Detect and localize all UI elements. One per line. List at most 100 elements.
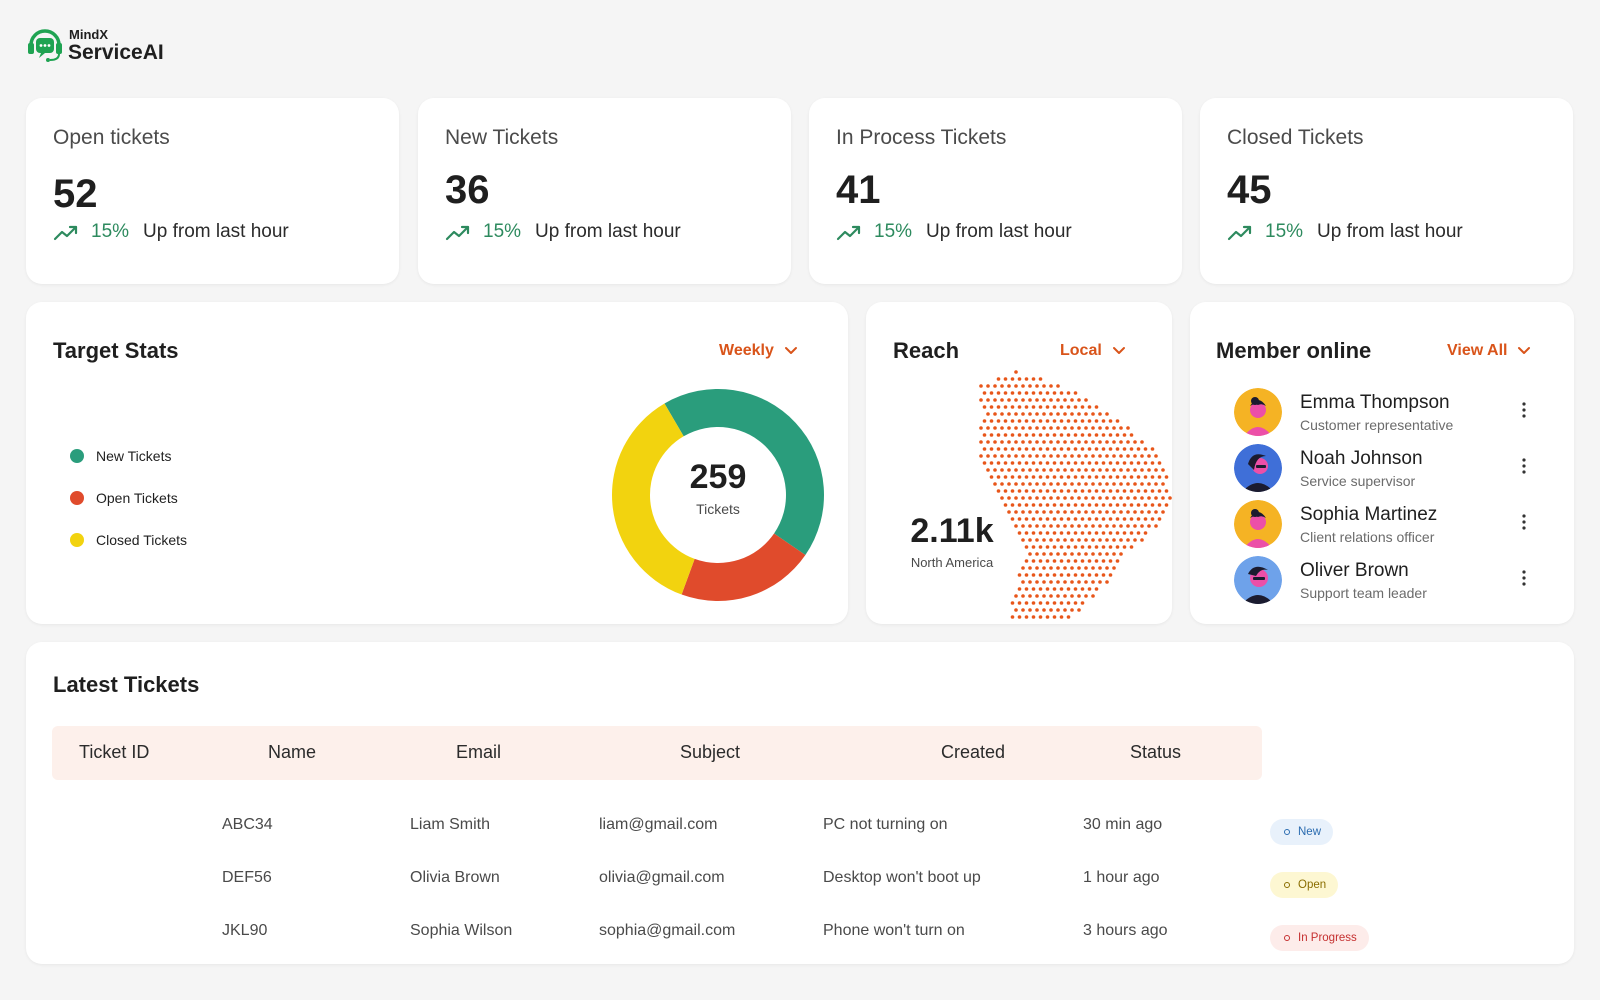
- map-dot: [1024, 391, 1029, 395]
- map-dot: [1049, 580, 1053, 584]
- members-online-card: Member online View All Emma Thompson Cus…: [1190, 302, 1574, 624]
- map-dot: [1070, 566, 1074, 570]
- view-all-button[interactable]: View All: [1447, 342, 1531, 360]
- map-dot: [982, 461, 987, 465]
- target-stats-card: Target Stats Weekly New Tickets Open Tic…: [26, 302, 848, 624]
- map-dot: [1122, 433, 1127, 437]
- member-item[interactable]: Sophia Martinez Client relations officer: [1234, 496, 1554, 552]
- column-header-subject[interactable]: Subject: [680, 742, 741, 762]
- map-dot: [1122, 461, 1127, 465]
- map-dot: [1028, 580, 1032, 584]
- scope-dropdown[interactable]: Local: [1060, 342, 1126, 360]
- map-dot: [986, 468, 990, 472]
- column-header-name[interactable]: Name: [268, 742, 317, 762]
- map-dot: [1031, 601, 1036, 605]
- map-dot: [1059, 559, 1064, 563]
- more-options-icon[interactable]: [1514, 458, 1534, 478]
- reach-stat: 2.11k North America: [896, 512, 1008, 570]
- map-dot: [1164, 503, 1169, 507]
- map-dot: [1105, 524, 1109, 528]
- map-dot: [1129, 461, 1134, 465]
- map-dot: [1035, 510, 1039, 514]
- map-dot: [1010, 503, 1015, 507]
- chevron-down-icon: [1518, 347, 1531, 354]
- map-dot: [1164, 489, 1169, 493]
- member-item[interactable]: Noah Johnson Service supervisor: [1234, 440, 1554, 496]
- map-dot: [1073, 545, 1078, 549]
- map-dot: [1052, 447, 1057, 451]
- column-header-email[interactable]: Email: [456, 742, 502, 762]
- map-dot: [1017, 503, 1022, 507]
- more-options-icon[interactable]: [1514, 570, 1534, 590]
- map-dot: [1084, 580, 1088, 584]
- map-dot: [1059, 517, 1064, 521]
- map-dot: [1157, 517, 1162, 521]
- map-dot: [1112, 468, 1116, 472]
- map-dot: [1161, 482, 1165, 486]
- map-dot: [1017, 447, 1022, 451]
- map-dot: [1003, 419, 1008, 423]
- map-dot: [1084, 538, 1088, 542]
- map-dot: [1010, 475, 1015, 479]
- map-dot: [1014, 412, 1018, 416]
- map-dot: [1021, 566, 1025, 570]
- trending-up-icon: [1227, 225, 1252, 241]
- period-dropdown[interactable]: Weekly: [719, 342, 798, 360]
- member-name: Oliver Brown: [1300, 559, 1409, 581]
- map-dot: [1098, 468, 1102, 472]
- north-america-dot-map: [979, 370, 1172, 619]
- map-dot: [1112, 524, 1116, 528]
- map-dot: [1119, 538, 1123, 542]
- map-dot: [1000, 440, 1004, 444]
- map-dot: [1063, 552, 1067, 556]
- map-dot: [1035, 412, 1039, 416]
- map-dot: [1105, 440, 1109, 444]
- column-header-ticket-id[interactable]: Ticket ID: [79, 742, 150, 762]
- map-dot: [1126, 524, 1130, 528]
- map-dot: [1007, 510, 1011, 514]
- map-dot: [1045, 433, 1050, 437]
- map-dot: [1031, 405, 1036, 409]
- trending-up-icon: [836, 225, 861, 241]
- map-dot: [1119, 510, 1123, 514]
- map-dot: [1098, 510, 1102, 514]
- map-dot: [1052, 419, 1057, 423]
- map-dot: [1031, 489, 1036, 493]
- map-dot: [1028, 398, 1032, 402]
- map-dot: [1080, 461, 1085, 465]
- cell-name: Liam Smith: [410, 816, 491, 833]
- map-dot: [1161, 496, 1165, 500]
- map-dot: [1133, 468, 1137, 472]
- map-dot: [1143, 517, 1148, 521]
- map-dot: [1080, 405, 1085, 409]
- map-dot: [1038, 545, 1043, 549]
- map-dot: [1136, 461, 1141, 465]
- member-item[interactable]: Emma Thompson Customer representative: [1234, 384, 1554, 440]
- map-dot: [1073, 587, 1078, 591]
- map-dot: [1035, 384, 1039, 388]
- brand-logo[interactable]: MindX ServiceAI: [26, 26, 164, 64]
- member-item[interactable]: Oliver Brown Support team leader: [1234, 552, 1554, 608]
- map-dot: [1129, 503, 1134, 507]
- map-dot: [1073, 475, 1078, 479]
- map-dot: [1066, 405, 1071, 409]
- map-dot: [1038, 475, 1043, 479]
- map-dot: [979, 398, 983, 402]
- map-dot: [1080, 517, 1085, 521]
- map-dot: [1073, 447, 1078, 451]
- brand-name: ServiceAI: [68, 40, 164, 64]
- map-dot: [1035, 580, 1039, 584]
- map-dot: [1073, 405, 1078, 409]
- legend-label: Closed Tickets: [96, 532, 188, 548]
- map-dot: [1031, 377, 1036, 381]
- chevron-down-icon: [784, 347, 797, 354]
- column-header-created[interactable]: Created: [941, 742, 1006, 762]
- more-options-icon[interactable]: [1514, 402, 1534, 422]
- column-header-status[interactable]: Status: [1130, 742, 1182, 762]
- map-dot: [1056, 482, 1060, 486]
- more-options-icon[interactable]: [1514, 514, 1534, 534]
- map-dot: [993, 426, 997, 430]
- map-dot: [1087, 545, 1092, 549]
- status-label: Open: [1298, 879, 1327, 891]
- map-dot: [1017, 405, 1022, 409]
